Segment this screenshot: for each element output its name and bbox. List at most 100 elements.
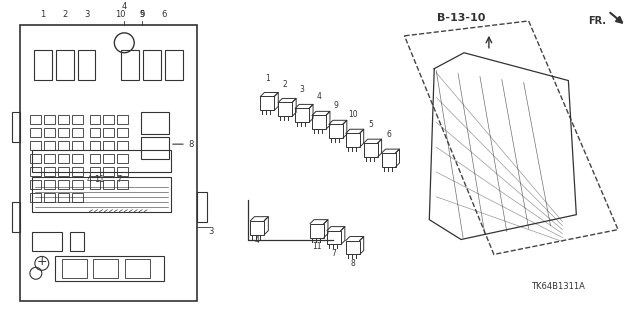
Text: 4: 4 <box>255 235 260 245</box>
Text: 11: 11 <box>312 242 322 251</box>
Text: 7: 7 <box>332 249 337 258</box>
Bar <box>58 167 68 176</box>
Text: 10: 10 <box>115 10 125 19</box>
Text: 8: 8 <box>351 259 355 268</box>
Text: 2: 2 <box>283 79 287 88</box>
Bar <box>117 180 128 189</box>
Bar <box>58 180 68 189</box>
Bar <box>44 193 55 202</box>
Bar <box>44 141 55 150</box>
Bar <box>260 96 275 110</box>
Text: 9: 9 <box>333 101 339 110</box>
Bar <box>364 143 378 157</box>
Bar <box>381 153 396 167</box>
Bar <box>32 150 171 172</box>
Bar <box>327 231 341 244</box>
Bar <box>278 102 292 116</box>
Bar <box>12 112 20 142</box>
Bar <box>72 180 83 189</box>
Bar <box>72 193 83 202</box>
Text: 4: 4 <box>122 2 127 11</box>
Text: 5: 5 <box>368 120 373 129</box>
Text: 10: 10 <box>348 110 358 119</box>
Bar <box>58 193 68 202</box>
Bar <box>72 128 83 137</box>
Bar <box>117 154 128 163</box>
Bar <box>44 167 55 176</box>
Text: 7: 7 <box>116 175 122 184</box>
Bar <box>90 128 100 137</box>
Bar <box>117 115 128 124</box>
Bar <box>93 259 118 278</box>
Bar <box>104 180 115 189</box>
Bar <box>90 141 100 150</box>
Bar <box>44 128 55 137</box>
Bar <box>44 154 55 163</box>
Bar <box>58 141 68 150</box>
Bar <box>165 50 183 79</box>
Bar <box>30 180 41 189</box>
Bar <box>56 50 74 79</box>
Bar <box>250 221 264 234</box>
Bar <box>143 50 161 79</box>
Bar <box>55 256 164 281</box>
Bar <box>117 167 128 176</box>
Bar <box>30 154 41 163</box>
Text: 1: 1 <box>265 74 269 83</box>
Bar <box>122 50 139 79</box>
Bar <box>104 167 115 176</box>
Bar <box>30 128 41 137</box>
Text: 3: 3 <box>208 227 213 236</box>
Bar <box>141 137 169 159</box>
Bar <box>141 112 169 134</box>
Bar <box>346 241 360 255</box>
Text: 2: 2 <box>62 10 67 19</box>
Bar <box>117 141 128 150</box>
Bar <box>70 232 84 251</box>
Bar <box>125 259 150 278</box>
Bar <box>32 232 61 251</box>
Text: 6: 6 <box>161 10 166 19</box>
Bar <box>117 128 128 137</box>
Bar <box>72 167 83 176</box>
Bar <box>30 167 41 176</box>
Bar <box>72 115 83 124</box>
Bar <box>295 108 309 122</box>
Text: 11: 11 <box>94 175 105 184</box>
Bar <box>32 177 171 212</box>
Bar <box>104 154 115 163</box>
Text: 1: 1 <box>40 10 45 19</box>
Bar <box>90 154 100 163</box>
Bar <box>197 192 207 222</box>
Bar <box>34 50 52 79</box>
Bar <box>104 128 115 137</box>
Bar <box>329 124 343 138</box>
Bar <box>90 167 100 176</box>
Text: 8: 8 <box>189 140 194 149</box>
Bar <box>72 141 83 150</box>
Bar <box>72 154 83 163</box>
Text: 4: 4 <box>87 175 92 184</box>
Text: 3: 3 <box>84 10 89 19</box>
Bar <box>20 25 197 301</box>
Text: 3: 3 <box>300 85 305 94</box>
Bar <box>346 133 360 147</box>
Bar <box>58 154 68 163</box>
Bar <box>58 115 68 124</box>
Text: TK64B1311A: TK64B1311A <box>531 282 586 291</box>
Bar <box>44 115 55 124</box>
Bar <box>30 141 41 150</box>
Bar <box>30 115 41 124</box>
Text: 6: 6 <box>386 130 391 139</box>
Text: 5: 5 <box>140 10 145 19</box>
Bar <box>61 259 86 278</box>
Bar <box>30 193 41 202</box>
Bar <box>77 50 95 79</box>
Bar <box>310 224 324 238</box>
Bar <box>44 180 55 189</box>
Text: +: + <box>36 255 47 268</box>
Text: 4: 4 <box>317 93 321 101</box>
Text: 9: 9 <box>140 10 145 19</box>
Bar <box>90 180 100 189</box>
Text: B-13-10: B-13-10 <box>437 13 485 23</box>
